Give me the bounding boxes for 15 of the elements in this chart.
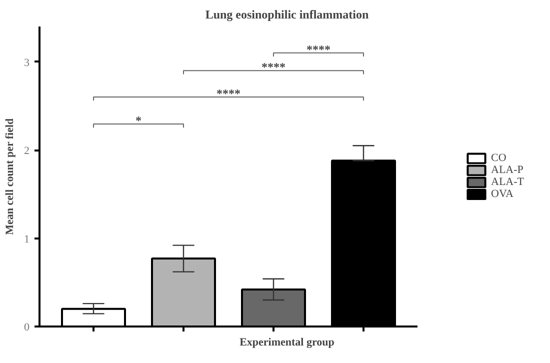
x-axis-title: Experimental group bbox=[240, 336, 334, 348]
y-axis-title: Mean cell count per field bbox=[4, 118, 16, 235]
y-tick-label: 1 bbox=[24, 233, 30, 246]
legend-label: ALA-P bbox=[491, 164, 524, 176]
annotation: **** bbox=[306, 42, 330, 56]
y-tick-label: 0 bbox=[24, 322, 30, 334]
legend-label: OVA bbox=[491, 188, 514, 200]
annotation: **** bbox=[262, 60, 286, 74]
legend-label: CO bbox=[491, 152, 508, 164]
chart-title: Lung eosinophilic inflammation bbox=[205, 8, 370, 22]
annotation: * bbox=[136, 114, 142, 128]
y-tick-label: 3 bbox=[24, 56, 30, 69]
legend-label: ALA-T bbox=[491, 176, 524, 188]
y-tick-label: 2 bbox=[24, 145, 30, 158]
annotation: **** bbox=[216, 86, 240, 101]
